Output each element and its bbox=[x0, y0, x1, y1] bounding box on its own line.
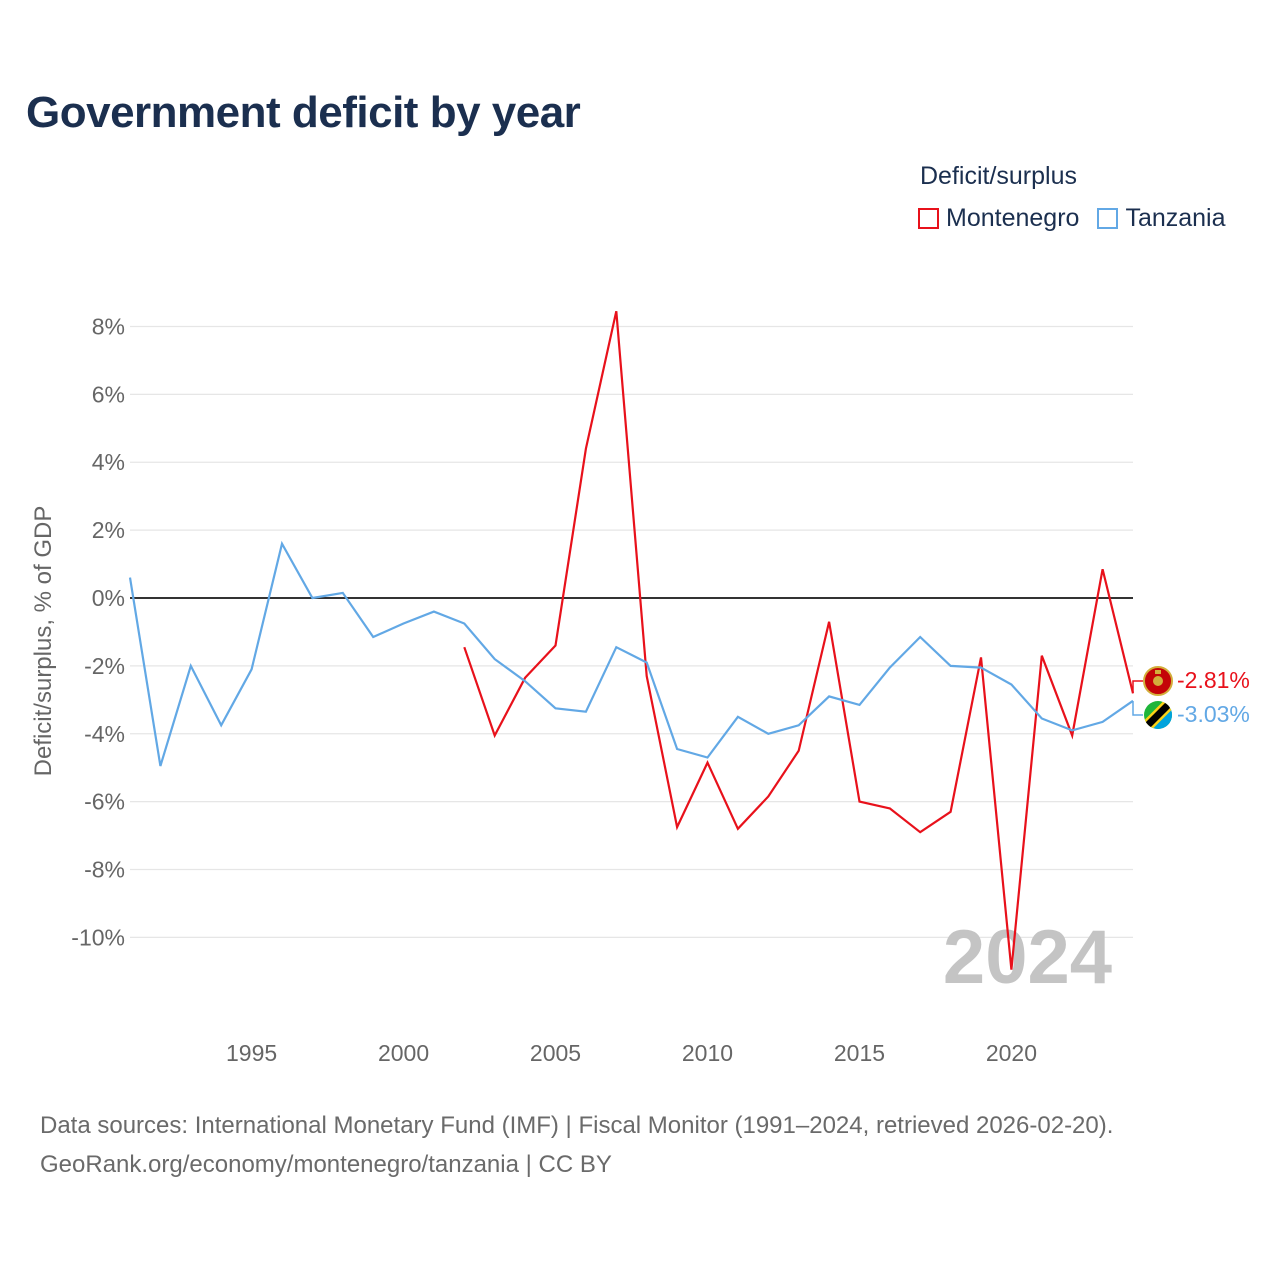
year-watermark: 2024 bbox=[943, 915, 1112, 1000]
y-tick-label: 2% bbox=[92, 517, 125, 543]
montenegro-flag-icon bbox=[1143, 666, 1173, 696]
legend-item-montenegro[interactable]: Montenegro bbox=[918, 204, 1079, 233]
x-tick-label: 2015 bbox=[834, 1040, 885, 1066]
y-tick-label: 8% bbox=[92, 313, 125, 339]
x-tick-label: 1995 bbox=[226, 1040, 277, 1066]
y-tick-label: -8% bbox=[84, 857, 125, 883]
chart-title: Government deficit by year bbox=[26, 88, 581, 137]
montenegro-end-connector bbox=[1132, 680, 1143, 692]
line-chart: 8% 6% 4% 2% 0% -2% -4% -6% -8% -10% 1995 2000 2005 2… bbox=[30, 310, 1250, 1066]
legend-title: Deficit/surplus bbox=[920, 162, 1077, 190]
x-tick-label: 2000 bbox=[378, 1040, 429, 1066]
tanzania-flag-icon bbox=[1144, 701, 1172, 729]
y-tick-label: 4% bbox=[92, 449, 125, 475]
series-line-montenegro bbox=[463, 310, 1135, 970]
legend-swatch-montenegro bbox=[918, 208, 939, 229]
y-tick-label: -2% bbox=[84, 653, 125, 679]
x-tick-label: 2005 bbox=[530, 1040, 581, 1066]
x-axis-ticks: 1995 2000 2005 2010 2015 2020 bbox=[226, 1040, 1037, 1066]
x-tick-label: 2010 bbox=[682, 1040, 733, 1066]
series-lines bbox=[128, 310, 1135, 970]
footer-sources: Data sources: International Monetary Fun… bbox=[40, 1112, 1114, 1139]
footer-credit[interactable]: GeoRank.org/economy/montenegro/tanzania … bbox=[40, 1151, 612, 1178]
y-axis-ticks: 8% 6% 4% 2% 0% -2% -4% -6% -8% -10% bbox=[71, 313, 125, 950]
y-tick-label: 0% bbox=[92, 585, 125, 611]
y-tick-label: -4% bbox=[84, 721, 125, 747]
tanzania-end-label: -3.03% bbox=[1177, 701, 1250, 727]
series-line-tanzania bbox=[128, 540, 1134, 767]
legend-item-tanzania[interactable]: Tanzania bbox=[1097, 204, 1226, 233]
legend: Montenegro Tanzania bbox=[918, 204, 1244, 233]
y-tick-label: 6% bbox=[92, 381, 125, 407]
y-axis-label: Deficit/surplus, % of GDP bbox=[30, 506, 57, 777]
legend-label-tanzania: Tanzania bbox=[1125, 204, 1226, 232]
tanzania-end-connector bbox=[1132, 701, 1143, 716]
y-tick-label: -6% bbox=[84, 789, 125, 815]
x-tick-label: 2020 bbox=[986, 1040, 1037, 1066]
footer: Data sources: International Monetary Fun… bbox=[40, 1106, 1113, 1184]
gridlines bbox=[130, 325, 1133, 939]
montenegro-end-label: -2.81% bbox=[1177, 667, 1250, 693]
y-tick-label: -10% bbox=[71, 924, 125, 950]
legend-swatch-tanzania bbox=[1097, 208, 1119, 229]
legend-label-montenegro: Montenegro bbox=[946, 204, 1080, 232]
